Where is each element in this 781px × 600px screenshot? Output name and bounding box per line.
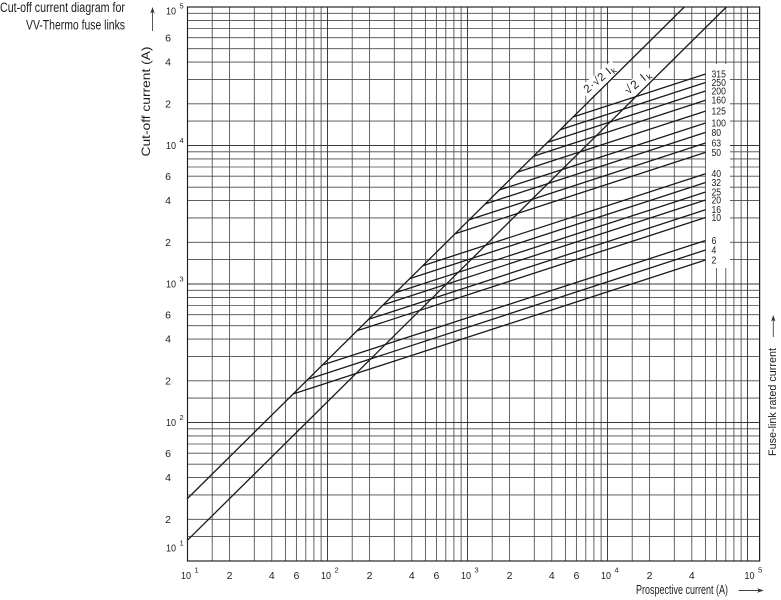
svg-text:10: 10 (166, 140, 176, 152)
svg-text:6: 6 (165, 309, 171, 321)
svg-text:2: 2 (165, 98, 171, 110)
svg-text:2: 2 (335, 566, 339, 575)
svg-text:5: 5 (758, 566, 762, 575)
svg-text:10: 10 (166, 417, 176, 429)
svg-text:10: 10 (166, 279, 176, 291)
svg-text:10: 10 (166, 543, 176, 555)
svg-text:1: 1 (180, 538, 184, 547)
svg-text:250: 250 (712, 78, 727, 89)
svg-text:2: 2 (165, 514, 171, 526)
svg-text:10: 10 (745, 570, 755, 582)
svg-text:Fuse-link rated current: Fuse-link rated current (767, 348, 779, 456)
svg-text:125: 125 (712, 107, 727, 118)
svg-text:2: 2 (180, 413, 184, 422)
svg-text:3: 3 (475, 566, 479, 575)
svg-text:6: 6 (165, 171, 171, 183)
svg-text:Prospective current (A): Prospective current (A) (636, 583, 728, 597)
svg-text:Cut-off current diagram for: Cut-off current diagram for (0, 0, 125, 15)
svg-text:160: 160 (712, 96, 727, 107)
svg-text:40: 40 (712, 169, 722, 180)
svg-text:10: 10 (181, 570, 191, 582)
svg-text:4: 4 (180, 136, 184, 145)
svg-text:4: 4 (165, 334, 171, 346)
svg-text:200: 200 (712, 86, 727, 97)
svg-text:10: 10 (601, 570, 611, 582)
svg-text:10: 10 (461, 570, 471, 582)
svg-text:6: 6 (712, 236, 717, 247)
svg-text:4: 4 (615, 566, 619, 575)
svg-text:4: 4 (409, 570, 415, 582)
svg-text:50: 50 (712, 148, 722, 159)
svg-text:16: 16 (712, 205, 722, 216)
svg-text:2: 2 (165, 237, 171, 249)
svg-text:315: 315 (712, 69, 727, 80)
svg-text:4: 4 (165, 195, 171, 207)
svg-text:6: 6 (293, 570, 299, 582)
svg-text:4: 4 (712, 245, 717, 256)
svg-text:10: 10 (166, 6, 176, 18)
svg-text:2: 2 (507, 570, 513, 582)
svg-text:10: 10 (712, 213, 722, 224)
svg-text:1: 1 (195, 566, 199, 575)
svg-text:2: 2 (712, 255, 717, 266)
svg-text:6: 6 (165, 32, 171, 44)
svg-text:VV-Thermo fuse links: VV-Thermo fuse links (26, 18, 125, 33)
svg-text:2: 2 (165, 375, 171, 387)
svg-text:Cut-off current (A): Cut-off current (A) (139, 47, 153, 157)
svg-text:25: 25 (712, 187, 722, 198)
svg-text:4: 4 (165, 57, 171, 69)
svg-text:10: 10 (321, 570, 331, 582)
svg-text:5: 5 (180, 1, 184, 10)
svg-text:100: 100 (712, 118, 727, 129)
svg-text:2: 2 (227, 570, 233, 582)
svg-text:4: 4 (165, 472, 171, 484)
svg-text:80: 80 (712, 128, 722, 139)
svg-text:4: 4 (549, 570, 555, 582)
svg-text:2: 2 (647, 570, 653, 582)
svg-text:6: 6 (573, 570, 579, 582)
svg-text:4: 4 (689, 570, 695, 582)
svg-text:2: 2 (367, 570, 373, 582)
svg-text:3: 3 (180, 274, 184, 283)
svg-text:63: 63 (712, 138, 722, 149)
svg-text:4: 4 (269, 570, 275, 582)
svg-text:32: 32 (712, 178, 722, 189)
svg-text:6: 6 (433, 570, 439, 582)
svg-text:6: 6 (165, 448, 171, 460)
svg-text:20: 20 (712, 195, 722, 206)
